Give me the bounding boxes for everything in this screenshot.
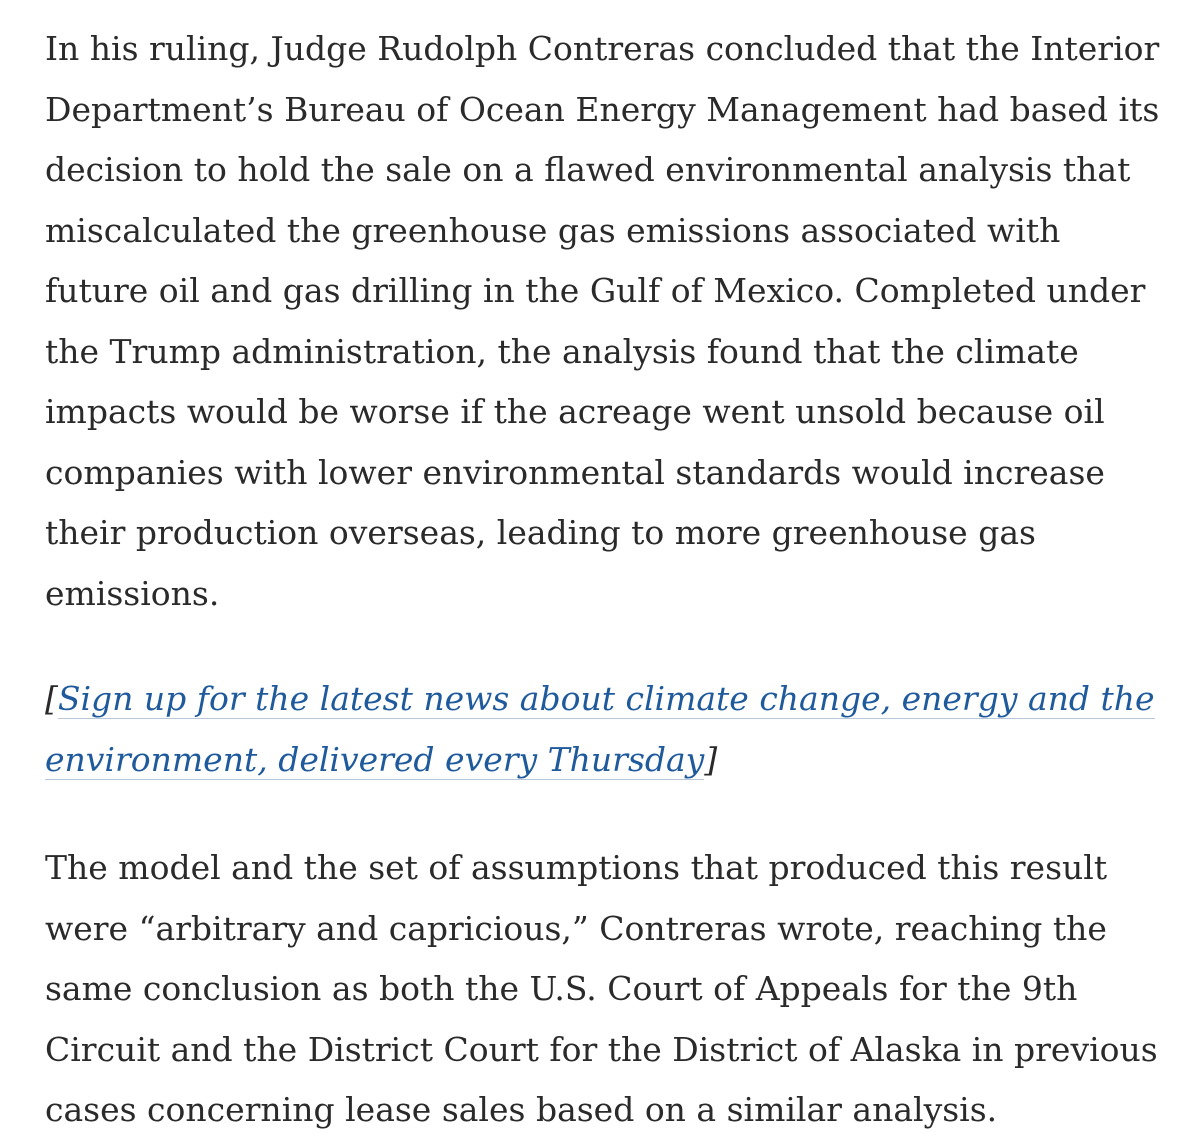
article-paragraph: In his ruling, Judge Rudolph Contreras c… xyxy=(45,29,1160,613)
newsletter-promo: [Sign up for the latest news about clima… xyxy=(45,669,1170,790)
article-paragraph: The model and the set of assumptions tha… xyxy=(45,848,1158,1129)
newsletter-signup-link[interactable]: Sign up for the latest news about climat… xyxy=(45,679,1155,780)
promo-close-bracket: ] xyxy=(704,739,718,779)
promo-open-bracket: [ xyxy=(45,679,58,718)
article-body: In his ruling, Judge Rudolph Contreras c… xyxy=(45,19,1170,1141)
